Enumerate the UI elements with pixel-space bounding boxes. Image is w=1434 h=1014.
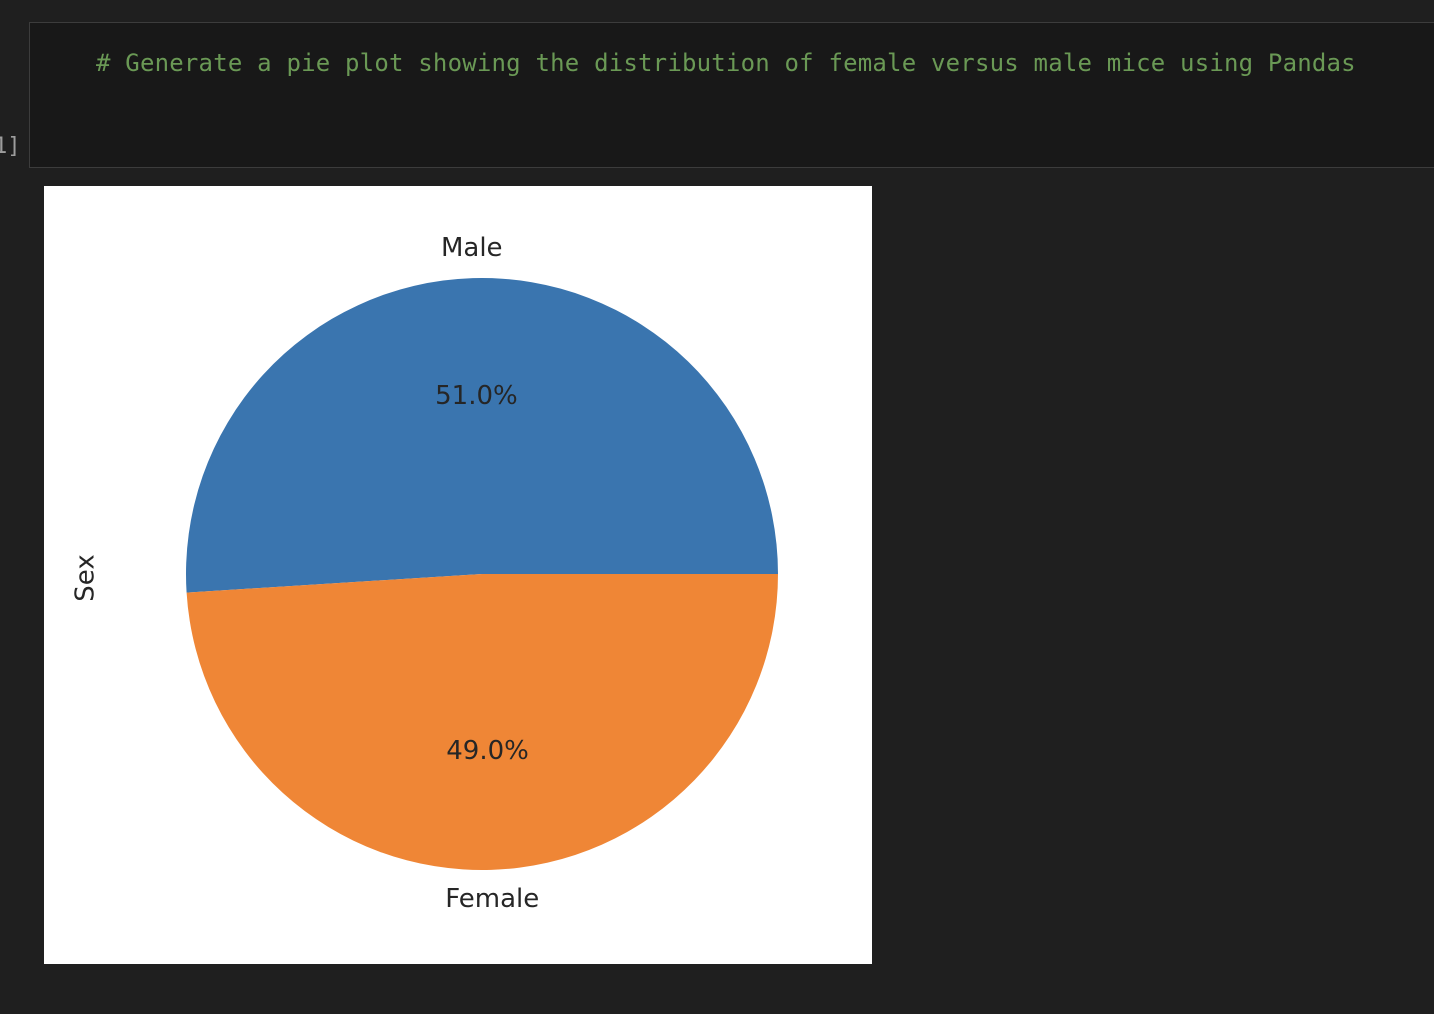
y-axis-label: Sex xyxy=(71,554,101,601)
pie-category-label-female: Female xyxy=(445,884,539,914)
pie-slice-male xyxy=(186,278,778,593)
execution-count: 1] xyxy=(0,134,21,159)
pie-percent-label-female: 49.0% xyxy=(446,736,529,766)
code-cell[interactable]: # Generate a pie plot showing the distri… xyxy=(29,22,1434,168)
pie-chart-svg: 51.0% Male 49.0% Female Sex xyxy=(71,233,778,914)
code-comment-line[interactable]: # Generate a pie plot showing the distri… xyxy=(96,49,1356,77)
cell-output-pie-chart: 51.0% Male 49.0% Female Sex xyxy=(44,186,872,964)
pie-slice-female xyxy=(186,574,778,871)
pie-category-label-male: Male xyxy=(441,233,503,263)
pie-percent-label-male: 51.0% xyxy=(435,381,518,411)
